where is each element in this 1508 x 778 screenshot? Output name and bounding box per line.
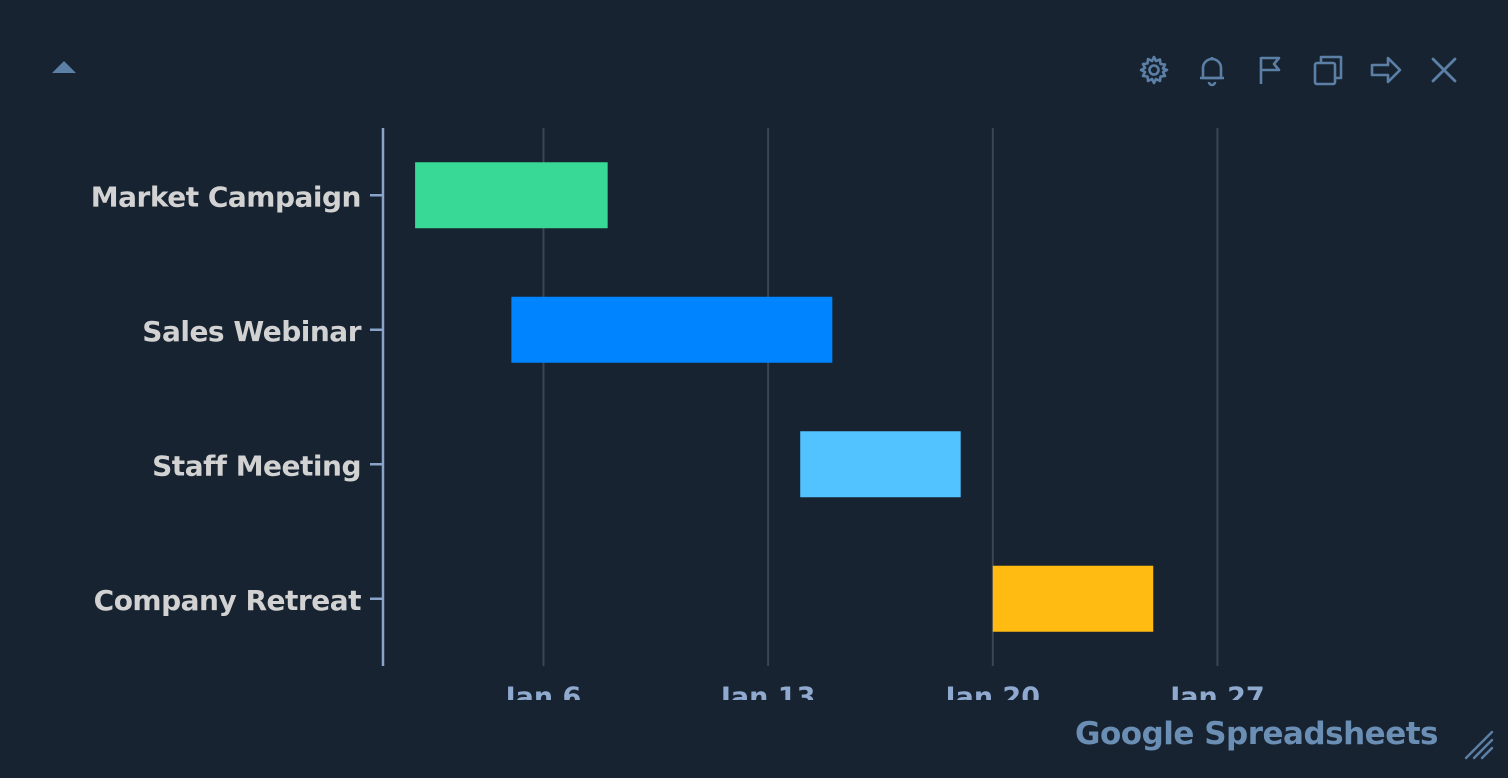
category-label: Company Retreat: [94, 584, 361, 617]
x-tick-label: Jan 13: [719, 682, 815, 700]
export-button[interactable]: [1366, 50, 1406, 90]
copy-button[interactable]: [1308, 50, 1348, 90]
task-bar: [800, 431, 961, 498]
chart-toolbar: [1134, 50, 1464, 90]
category-label: Sales Webinar: [142, 315, 361, 348]
x-tick-label: Jan 27: [1168, 682, 1264, 700]
close-button[interactable]: [1424, 50, 1464, 90]
copy-icon: [1313, 55, 1343, 86]
category-label: Market Campaign: [91, 180, 361, 213]
source-label[interactable]: Google Spreadsheets: [1075, 716, 1438, 752]
export-arrow-icon: [1370, 56, 1402, 84]
x-tick-label: Jan 20: [944, 682, 1040, 700]
bell-icon: [1200, 57, 1224, 87]
flag-icon: [1259, 56, 1281, 84]
flag-button[interactable]: [1250, 50, 1290, 90]
settings-button[interactable]: [1134, 50, 1174, 90]
resize-handle[interactable]: [1460, 726, 1494, 760]
x-tick-label: Jan 6: [504, 682, 582, 700]
collapse-button[interactable]: [50, 58, 78, 76]
task-bar: [415, 162, 608, 229]
caret-up-icon: [52, 61, 76, 73]
alerts-button[interactable]: [1192, 50, 1232, 90]
task-bar: [511, 296, 833, 363]
task-bar: [992, 565, 1154, 632]
resize-grip-icon: [1464, 730, 1494, 760]
settings-icon: [1139, 55, 1169, 85]
gantt-chart: Jan 6 Jan 13 Jan 20 Jan 27 Market Campaign Sa…: [91, 128, 1265, 700]
category-label: Staff Meeting: [152, 449, 361, 482]
close-icon: [1431, 57, 1457, 83]
